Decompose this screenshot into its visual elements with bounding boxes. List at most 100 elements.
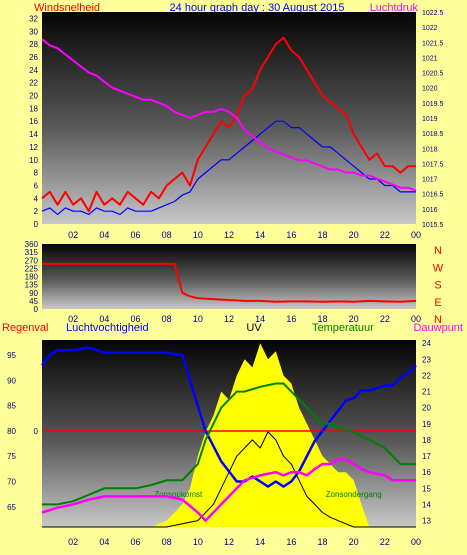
humidity-y-tick-90: 90 <box>7 376 16 385</box>
pressure-y-tick-1018: 1018 <box>422 146 438 153</box>
direction-y-tick-180: 180 <box>25 273 39 282</box>
wind-x-tick-10: 10 <box>193 230 203 240</box>
humidity-x-tick-06: 06 <box>130 537 140 547</box>
dewpoint-line <box>41 458 416 522</box>
direction-x-tick-10: 10 <box>193 314 203 324</box>
direction-y-tick-270: 270 <box>25 256 39 265</box>
pressure-y-tick-1020.5: 1020.5 <box>422 71 444 78</box>
direction-y-tick-45: 45 <box>29 297 38 306</box>
direction-x-tick-12: 12 <box>224 314 234 324</box>
direction-letter-0: N <box>434 245 442 257</box>
wind-y-tick-4: 4 <box>34 194 39 203</box>
pressure-y-tick-1018.5: 1018.5 <box>422 131 444 138</box>
humidity-x-tick-10: 10 <box>193 537 203 547</box>
wind-y-tick-18: 18 <box>29 104 38 113</box>
humidity-x-tick-12: 12 <box>224 537 234 547</box>
humidity-line <box>41 346 417 488</box>
direction-x-tick-04: 04 <box>99 314 109 324</box>
humidity-axis-title: Luchtvochtigheid <box>66 322 149 334</box>
temp-y-tick-14: 14 <box>422 500 431 509</box>
temperature-axis-title: Temperatuur <box>312 322 374 334</box>
direction-y-tick-225: 225 <box>25 264 39 273</box>
wind-x-tick-06: 06 <box>130 230 140 240</box>
direction-x-tick-16: 16 <box>286 314 296 324</box>
humidity-x-tick-20: 20 <box>349 537 359 547</box>
wind-direction-line <box>42 262 417 303</box>
wind-x-tick-16: 16 <box>286 230 296 240</box>
wind-x-tick-18: 18 <box>317 230 327 240</box>
pressure-y-tick-1019.5: 1019.5 <box>422 101 444 108</box>
direction-x-tick-02: 02 <box>68 314 78 324</box>
dewpoint-axis-title: Dauwpunt <box>413 322 463 334</box>
wind-x-tick-04: 04 <box>99 230 109 240</box>
pressure-y-tick-1022.5: 1022.5 <box>422 10 444 17</box>
wind-y-tick-28: 28 <box>29 40 38 49</box>
humidity-x-tick-02: 02 <box>68 537 78 547</box>
pressure-y-tick-1016.5: 1016.5 <box>422 192 444 199</box>
pressure-y-tick-1019: 1019 <box>422 116 438 123</box>
temp-y-tick-17: 17 <box>422 452 431 461</box>
wind-y-tick-12: 12 <box>29 143 38 152</box>
pressure-y-tick-1021: 1021 <box>422 55 438 62</box>
wind-average-line <box>41 120 416 215</box>
sunset-label: Zonsondergang <box>326 490 382 499</box>
direction-y-tick-135: 135 <box>25 281 39 290</box>
direction-x-tick-20: 20 <box>349 314 359 324</box>
direction-y-tick-0: 0 <box>34 305 39 314</box>
temp-y-tick-16: 16 <box>422 468 431 477</box>
humidity-y-tick-85: 85 <box>7 402 16 411</box>
temperature-line <box>42 382 416 506</box>
wind-y-tick-0: 0 <box>34 220 39 229</box>
humidity-y-tick-70: 70 <box>7 478 16 487</box>
direction-x-tick-18: 18 <box>317 314 327 324</box>
humidity-x-tick-16: 16 <box>286 537 296 547</box>
humidity-x-tick-08: 08 <box>162 537 172 547</box>
wind-y-tick-32: 32 <box>29 14 38 23</box>
pressure-y-tick-1021.5: 1021.5 <box>422 40 444 47</box>
wind-x-tick-02: 02 <box>68 230 78 240</box>
wind-x-tick-12: 12 <box>224 230 234 240</box>
direction-x-tick-00: 00 <box>411 314 421 324</box>
humidity-y-tick-65: 65 <box>7 503 16 512</box>
wind-y-tick-6: 6 <box>34 181 39 190</box>
wind-y-tick-8: 8 <box>34 169 39 178</box>
temp-y-tick-23: 23 <box>422 355 431 364</box>
solar-radiation-line <box>42 431 416 528</box>
wind-axis-title: Windsnelheid <box>34 2 100 14</box>
pressure-line <box>41 38 417 192</box>
wind-y-tick-10: 10 <box>29 156 38 165</box>
direction-letter-3: E <box>434 297 441 309</box>
temp-y-tick-21: 21 <box>422 388 431 397</box>
pressure-y-tick-1016: 1016 <box>422 207 438 214</box>
wind-y-tick-20: 20 <box>29 92 38 101</box>
humidity-x-tick-14: 14 <box>255 537 265 547</box>
wind-y-tick-30: 30 <box>29 27 38 36</box>
humidity-y-tick-95: 95 <box>7 351 16 360</box>
direction-x-tick-08: 08 <box>162 314 172 324</box>
temp-y-tick-24: 24 <box>422 339 431 348</box>
rain-y-tick-0: 0 <box>34 427 39 436</box>
temp-y-tick-20: 20 <box>422 404 431 413</box>
direction-letter-4: N <box>434 314 442 326</box>
wind-gust-line <box>41 36 416 213</box>
chart-title: 24 hour graph day : 30 August 2015 <box>170 2 345 14</box>
uv-title: UV <box>246 322 262 334</box>
direction-y-tick-90: 90 <box>29 289 38 298</box>
wind-y-tick-24: 24 <box>29 66 38 75</box>
direction-y-tick-315: 315 <box>25 248 39 257</box>
direction-letter-2: S <box>434 280 441 292</box>
wind-y-tick-16: 16 <box>29 117 38 126</box>
humidity-x-tick-22: 22 <box>380 537 390 547</box>
humidity-y-tick-75: 75 <box>7 452 16 461</box>
pressure-y-tick-1020: 1020 <box>422 86 438 93</box>
temp-y-tick-15: 15 <box>422 484 431 493</box>
temp-y-tick-18: 18 <box>422 436 431 445</box>
pressure-axis-title: Luchtdruk <box>370 2 419 14</box>
wind-y-tick-2: 2 <box>34 207 39 216</box>
wind-x-tick-14: 14 <box>255 230 265 240</box>
wind-x-tick-00: 00 <box>411 230 421 240</box>
uv-area <box>42 343 416 527</box>
wind-x-tick-22: 22 <box>380 230 390 240</box>
direction-plot-area <box>42 244 416 309</box>
